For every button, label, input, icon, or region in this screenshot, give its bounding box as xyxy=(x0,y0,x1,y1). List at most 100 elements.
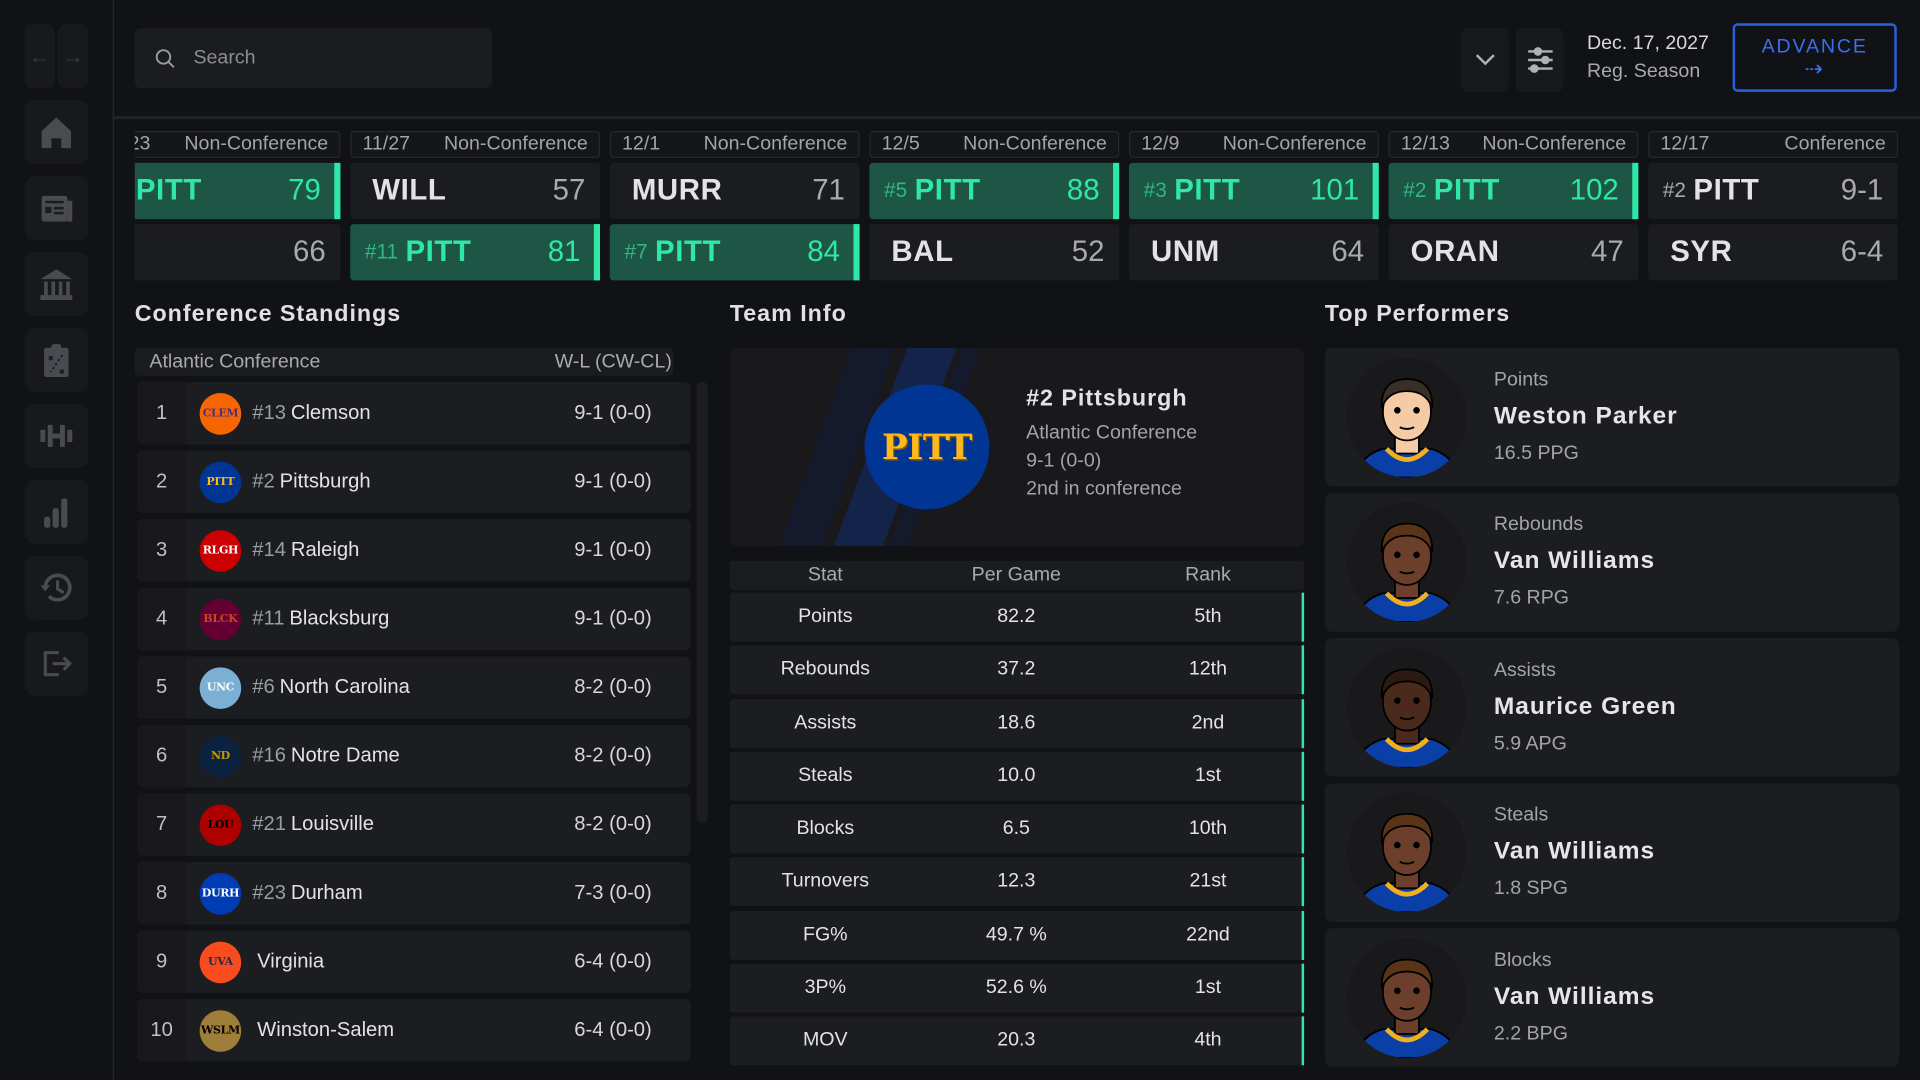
game-header: 12/1 Non-Conference xyxy=(609,131,860,158)
arrow-right-icon: ⇢ xyxy=(1804,56,1825,81)
team-logo: RLGH xyxy=(199,529,242,572)
sidebar-item-institution[interactable] xyxy=(24,252,89,316)
game-card[interactable]: 12/5 Non-Conference #5 PITT 88 BAL 52 xyxy=(869,131,1120,281)
season-phase: Reg. Season xyxy=(1586,61,1701,83)
stat-row: Assists 18.6 2nd xyxy=(729,698,1305,748)
team-name: Louisville xyxy=(290,813,374,836)
game-card[interactable]: 12/13 Non-Conference #2 PITT 102 ORAN 47 xyxy=(1388,131,1639,281)
game-card[interactable]: 12/17 Conference #2 PITT 9-1 SYR 6-4 xyxy=(1648,131,1898,281)
performer-name[interactable]: Van Williams xyxy=(1493,547,1656,575)
game-type: Non-Conference xyxy=(1482,133,1627,155)
standings-row[interactable]: 4 BLCK #11 Blacksburg 9-1 (0-0) xyxy=(137,587,691,651)
forward-button[interactable]: → xyxy=(57,24,89,89)
standings-header: Atlantic Conference W-L (CW-CL) xyxy=(134,347,674,376)
sidebar-item-home[interactable] xyxy=(24,100,89,165)
team-score: 79 xyxy=(288,173,321,207)
standings-row[interactable]: 8 DURH #23 Durham 7-3 (0-0) xyxy=(137,862,691,925)
game-type: Non-Conference xyxy=(184,133,329,155)
performer-category: Points xyxy=(1493,369,1549,391)
team-score: 47 xyxy=(1590,235,1624,269)
game-card[interactable]: 12/1 Non-Conference MURR 71 #7 PITT 84 xyxy=(609,131,860,281)
game-card[interactable]: 12/9 Non-Conference #3 PITT 101 UNM 64 xyxy=(1128,131,1379,281)
team-abbr: PITT xyxy=(655,235,722,269)
standings-row[interactable]: 9 UVA Virginia 6-4 (0-0) xyxy=(137,930,691,994)
team-abbr: PITT xyxy=(405,235,472,269)
sidebar-item-news[interactable] xyxy=(24,176,89,241)
game-card[interactable]: 11/27 Non-Conference WILL 57 #11 PITT 81 xyxy=(350,131,601,281)
sidebar-item-history[interactable] xyxy=(24,555,89,620)
stat-rank: 2nd xyxy=(1191,712,1225,733)
team-record: 8-2 (0-0) xyxy=(574,675,652,698)
performer-name[interactable]: Weston Parker xyxy=(1493,402,1678,430)
dropdown-button[interactable] xyxy=(1460,28,1509,92)
stat-rank: 5th xyxy=(1194,606,1222,627)
standings-row[interactable]: 6 ND #16 Notre Dame 8-2 (0-0) xyxy=(137,724,691,788)
schedule-strip[interactable]: 11/23Non-Conference#5PITT79T66 11/27Non-… xyxy=(134,131,1920,283)
player-avatar xyxy=(1346,647,1467,768)
standings-row[interactable]: 7 LOU #21 Louisville 8-2 (0-0) xyxy=(137,793,691,856)
advance-button[interactable]: ADVANCE ⇢ xyxy=(1732,23,1897,92)
performer-category: Steals xyxy=(1493,804,1549,826)
standings-row[interactable]: 1 CLEM #13 Clemson 9-1 (0-0) xyxy=(137,382,691,445)
team-abbr: T xyxy=(135,235,293,269)
team-abbr: UNM xyxy=(1151,235,1220,269)
game-card[interactable]: 11/23Non-Conference#5PITT79T66 xyxy=(134,131,341,281)
stat-name: FG% xyxy=(802,924,848,946)
performer-name[interactable]: Maurice Green xyxy=(1493,692,1677,720)
team-abbr: MURR xyxy=(631,173,723,207)
logout-icon xyxy=(43,651,72,677)
conference-name: Atlantic Conference xyxy=(149,350,321,372)
team-record: 9-1 (0-0) xyxy=(1026,450,1102,472)
performer-name[interactable]: Van Williams xyxy=(1493,982,1656,1010)
back-button[interactable]: ← xyxy=(24,24,56,89)
game-team-row: MURR 71 xyxy=(609,162,860,220)
sidebar-item-exit[interactable] xyxy=(24,631,89,696)
game-header: 12/5 Non-Conference xyxy=(869,131,1120,158)
sidebar-item-strategy[interactable] xyxy=(24,328,89,392)
stat-row: FG% 49.7 % 22nd xyxy=(729,910,1305,960)
sidebar: ← → xyxy=(0,0,114,1080)
stat-name: MOV xyxy=(802,1030,848,1052)
standings-row[interactable]: 5 UNC #6 North Carolina 8-2 (0-0) xyxy=(137,656,691,719)
standings-row[interactable]: 3 RLGH #14 Raleigh 9-1 (0-0) xyxy=(137,519,691,582)
sliders-icon xyxy=(1527,47,1553,73)
stat-name: 3P% xyxy=(804,977,846,999)
stat-row: 3P% 52.6 % 1st xyxy=(729,963,1305,1013)
performer-card[interactable]: Blocks Van Williams 2.2 BPG xyxy=(1324,928,1900,1067)
standing-position: 3 xyxy=(137,519,187,582)
stat-rank: 10th xyxy=(1188,818,1228,840)
player-avatar xyxy=(1346,356,1467,477)
team-logo: WSLM xyxy=(199,1009,242,1052)
game-header: 12/17 Conference xyxy=(1648,131,1898,158)
team-abbr: PITT xyxy=(1433,173,1500,207)
performer-name[interactable]: Van Williams xyxy=(1493,837,1656,865)
sidebar-item-training[interactable] xyxy=(24,404,89,468)
stat-per-game: 52.6 % xyxy=(985,977,1047,999)
performer-card[interactable]: Points Weston Parker 16.5 PPG xyxy=(1324,347,1900,487)
team-rank: #5 xyxy=(884,178,908,203)
settings-sliders-button[interactable] xyxy=(1515,28,1564,92)
stat-row: Rebounds 37.2 12th xyxy=(729,645,1305,695)
team-score: 6-4 xyxy=(1840,235,1884,269)
sidebar-item-stats[interactable] xyxy=(24,480,89,544)
performer-card[interactable]: Assists Maurice Green 5.9 APG xyxy=(1324,637,1900,777)
standings-scrollbar[interactable] xyxy=(696,382,708,823)
team-name: Winston-Salem xyxy=(257,1018,395,1041)
performer-card[interactable]: Rebounds Van Williams 7.6 RPG xyxy=(1324,492,1900,632)
performer-card[interactable]: Steals Van Williams 1.8 SPG xyxy=(1324,783,1900,922)
stat-rank: 1st xyxy=(1194,765,1222,786)
game-team-row: WILL 57 xyxy=(350,162,601,220)
game-type: Non-Conference xyxy=(443,133,588,155)
team-rank: #14 xyxy=(252,538,286,561)
search-input[interactable] xyxy=(193,47,463,70)
stat-per-game: 12.3 xyxy=(997,871,1036,893)
game-date: 12/1 xyxy=(622,133,661,155)
newspaper-icon xyxy=(41,195,73,222)
team-rank: #11 xyxy=(252,607,285,630)
standings-row[interactable]: 2 PITT #2 Pittsburgh 9-1 (0-0) xyxy=(137,450,691,514)
search-box[interactable] xyxy=(134,28,493,89)
team-rank: #23 xyxy=(252,881,286,904)
team-logo: UVA xyxy=(199,941,242,983)
team-score: 102 xyxy=(1569,173,1619,207)
standings-row[interactable]: 10 WSLM Winston-Salem 6-4 (0-0) xyxy=(137,999,691,1062)
